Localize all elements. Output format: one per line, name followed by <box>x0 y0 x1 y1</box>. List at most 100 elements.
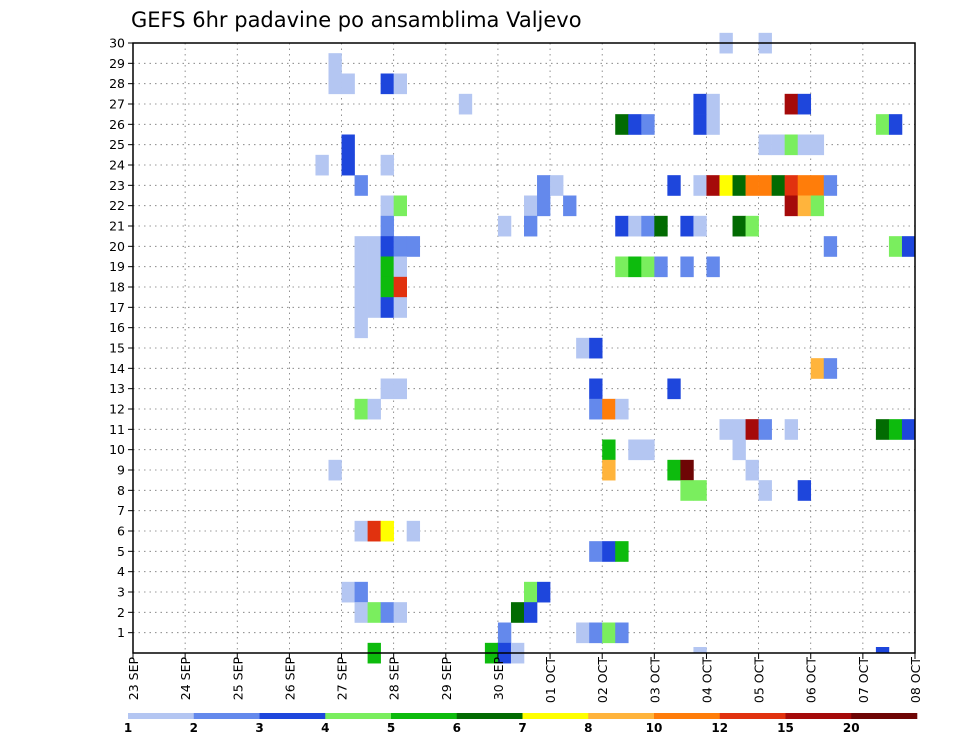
heatmap-cell <box>380 378 394 400</box>
legend-label: 10 <box>646 721 663 735</box>
heatmap-cell <box>393 297 407 318</box>
legend-label: 6 <box>453 721 461 735</box>
y-tick-label: 16 <box>109 320 125 335</box>
heatmap-cell <box>667 459 681 481</box>
heatmap-cell <box>888 236 903 257</box>
heatmap-cell <box>341 581 355 603</box>
heatmap-cell <box>784 175 798 196</box>
y-tick-label: 5 <box>117 544 125 559</box>
heatmap-cell <box>393 73 407 95</box>
heatmap-cell <box>602 541 616 562</box>
heatmap-cell <box>563 195 577 217</box>
heatmap-cell <box>901 236 916 257</box>
heatmap-cell <box>732 175 746 196</box>
heatmap-cell <box>524 215 538 237</box>
heatmap-cell <box>745 175 759 196</box>
heatmap-cell <box>380 276 394 298</box>
heatmap-cell <box>693 114 707 135</box>
heatmap-cell <box>784 195 798 217</box>
heatmap-cell <box>823 175 838 196</box>
heatmap-cell <box>810 195 825 217</box>
heatmap-cell <box>406 520 421 542</box>
heatmap-cell <box>380 256 394 278</box>
heatmap-cell <box>354 297 368 318</box>
heatmap-cell <box>354 398 368 420</box>
heatmap-cell <box>810 134 825 156</box>
heatmap-cell <box>706 93 720 115</box>
heatmap-cell <box>693 215 707 237</box>
heatmap-cell <box>589 378 603 400</box>
heatmap-cell <box>602 439 616 461</box>
legend-label: 7 <box>518 721 526 735</box>
legend-swatch <box>588 713 655 719</box>
x-tick-label: 23 SEP <box>126 657 141 701</box>
y-tick-label: 8 <box>117 483 125 498</box>
heatmap-cell <box>380 297 394 318</box>
heatmap-cell <box>393 276 407 298</box>
heatmap-cell <box>367 276 381 298</box>
y-tick-label: 11 <box>109 422 125 437</box>
heatmap-cell <box>354 520 368 542</box>
heatmap-cells <box>315 32 916 664</box>
y-tick-label: 25 <box>109 137 125 152</box>
legend-label: 8 <box>584 721 592 735</box>
heatmap-cell <box>732 439 746 461</box>
heatmap-cell <box>497 215 512 237</box>
legend-label: 4 <box>321 721 329 735</box>
heatmap-cell <box>706 256 720 278</box>
heatmap-cell <box>732 419 746 440</box>
y-tick-label: 14 <box>109 361 125 376</box>
x-tick-label: 03 OCT <box>647 657 662 703</box>
heatmap-cell <box>602 459 616 481</box>
heatmap-cell <box>875 419 890 440</box>
legend-label: 15 <box>777 721 794 735</box>
heatmap-cell <box>680 459 694 481</box>
x-tick-label: 06 OCT <box>804 657 819 703</box>
heatmap-cell <box>380 602 394 623</box>
legend-swatch <box>719 713 786 719</box>
heatmap-cell <box>784 134 798 156</box>
heatmap-cell <box>810 175 825 196</box>
heatmap-cell <box>823 358 838 379</box>
heatmap-cell <box>524 581 538 603</box>
heatmap-cell <box>589 337 603 359</box>
grid-lines <box>133 43 915 653</box>
heatmap-cell <box>537 195 551 217</box>
heatmap-cell <box>537 175 551 196</box>
legend-swatch <box>851 713 918 719</box>
heatmap-cell <box>758 134 772 156</box>
heatmap-cell <box>693 93 707 115</box>
heatmap-cell <box>576 622 590 644</box>
y-tick-label: 30 <box>109 36 125 51</box>
heatmap-cell <box>797 134 812 156</box>
y-tick-label: 21 <box>109 219 125 234</box>
x-tick-label: 02 OCT <box>595 657 610 703</box>
heatmap-cell <box>667 175 681 196</box>
heatmap-cell <box>875 647 890 654</box>
x-tick-label: 26 SEP <box>282 657 297 701</box>
y-tick-label: 3 <box>117 585 125 600</box>
heatmap-cell <box>393 378 407 400</box>
heatmap-cell <box>354 175 368 196</box>
legend-swatch <box>325 713 392 719</box>
y-tick-label: 7 <box>117 503 125 518</box>
y-tick-label: 4 <box>117 564 125 579</box>
heatmap-cell <box>693 175 707 196</box>
heatmap-cell <box>406 236 421 257</box>
color-legend: 1 2 3 4 5 6 7 8 10 12 15 20 <box>124 713 918 735</box>
heatmap-cell <box>888 419 903 440</box>
heatmap-cell <box>589 622 603 644</box>
heatmap-cell <box>745 215 759 237</box>
heatmap-cell <box>784 93 798 115</box>
heatmap-cell <box>758 419 772 440</box>
y-tick-label: 6 <box>117 524 125 539</box>
heatmap-cell <box>341 154 355 176</box>
heatmap-cell <box>823 236 838 257</box>
heatmap-cell <box>537 581 551 603</box>
x-tick-label: 25 SEP <box>230 657 245 701</box>
heatmap-cell <box>771 175 785 196</box>
x-axis-ticks: 23 SEP 24 SEP 25 SEP 26 SEP 27 SEP 28 SEP 29 S… <box>126 653 923 703</box>
heatmap-cell <box>667 378 681 400</box>
heatmap-cell <box>758 175 772 196</box>
x-tick-label: 28 SEP <box>387 657 402 701</box>
